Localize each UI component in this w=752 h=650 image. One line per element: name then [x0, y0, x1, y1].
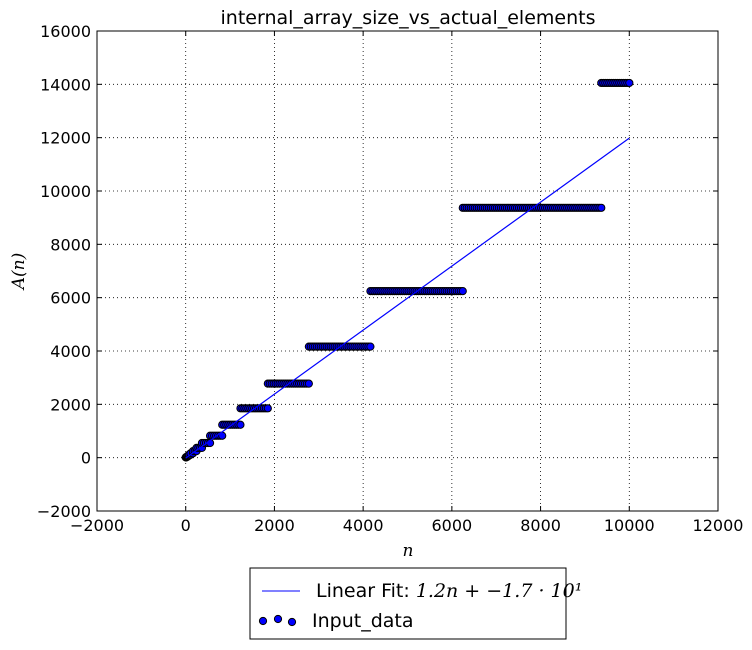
- y-tick-label: 6000: [50, 289, 91, 308]
- x-tick-label: −2000: [70, 516, 124, 535]
- x-tick-label: 8000: [520, 516, 561, 535]
- data-point: [625, 78, 634, 88]
- data-point: [458, 287, 467, 296]
- chart-title: internal_array_size_vs_actual_elements: [221, 7, 596, 29]
- legend-point-marker: [258, 616, 268, 626]
- fit-line: [185, 137, 630, 459]
- data-layer: [181, 78, 634, 462]
- y-tick-label: 8000: [50, 235, 91, 254]
- data-point: [263, 404, 272, 413]
- y-tick-label: 2000: [50, 395, 91, 414]
- x-tick-label: 0: [181, 516, 191, 535]
- x-tick-label: 2000: [254, 516, 295, 535]
- x-tick-label: 12000: [693, 516, 744, 535]
- data-point: [304, 379, 313, 388]
- legend-series-label: Input_data: [312, 610, 414, 632]
- legend-fit-formula: 1.2n + −1.7 · 10¹: [416, 580, 583, 602]
- y-tick-label: 14000: [40, 75, 91, 94]
- y-tick-label: 0: [81, 449, 91, 468]
- data-point: [597, 203, 606, 212]
- data-point: [366, 342, 375, 351]
- x-tick-label: 4000: [343, 516, 384, 535]
- y-tick-label: 4000: [50, 342, 91, 361]
- legend-box: [249, 567, 567, 640]
- y-tick-label: −2000: [37, 502, 91, 521]
- y-tick-label: 12000: [40, 129, 91, 148]
- y-tick-label: 16000: [40, 22, 91, 41]
- legend-point-marker: [287, 617, 297, 627]
- x-axis-label: n: [403, 541, 414, 561]
- grid-layer: [97, 31, 718, 511]
- legend-fit-label: Linear Fit: 1.2n + −1.7 · 10¹: [316, 580, 582, 602]
- y-tick-label: 10000: [40, 182, 91, 201]
- y-axis-label: A(n): [9, 253, 29, 292]
- tick-layer: −2000 0 2000 4000 6000 8000 10000 12000 −2000 0 20…: [37, 22, 744, 535]
- legend-point-marker: [273, 614, 283, 624]
- x-tick-label: 10000: [604, 516, 655, 535]
- data-point: [236, 420, 245, 429]
- legend: Linear Fit: 1.2n + −1.7 · 10¹ Input_data: [249, 567, 582, 640]
- legend-fit-prefix: Linear Fit:: [316, 580, 416, 602]
- x-tick-label: 6000: [431, 516, 472, 535]
- plot-frame: [96, 30, 719, 512]
